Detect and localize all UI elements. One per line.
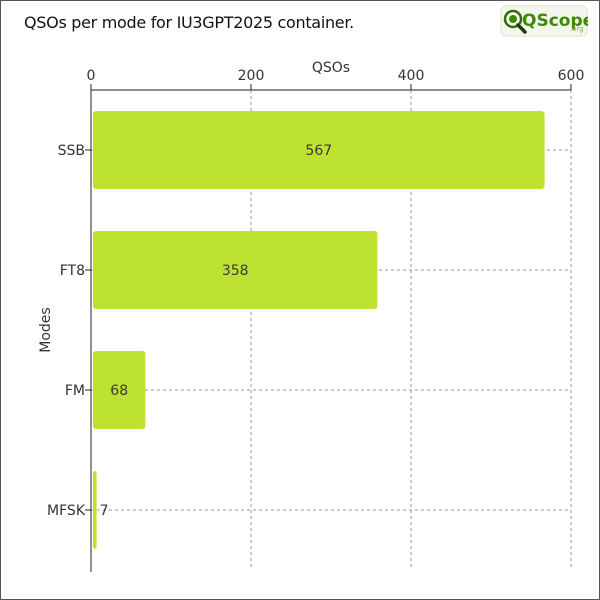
y-tick-label: MFSK [47, 503, 86, 519]
y-tick-label: FT8 [60, 263, 85, 279]
y-tick-label: FM [65, 383, 85, 399]
data-labels: 567 358 68 7 [100, 143, 333, 519]
data-label-ft8: 358 [222, 263, 249, 279]
x-axis-title: QSOs [312, 60, 350, 76]
logo-suffix: .org [570, 25, 584, 33]
data-label-fm: 68 [110, 383, 128, 399]
magnifier-icon [503, 9, 527, 34]
bar-ft8 [93, 231, 378, 309]
data-label-ssb: 567 [305, 143, 332, 159]
axes: 0 200 400 600 SSB FT8 FM MFSK [47, 68, 584, 572]
bar-ssb [93, 111, 545, 189]
x-tick-label: 0 [87, 68, 96, 84]
bars [93, 111, 545, 549]
data-label-mfsk: 7 [100, 503, 109, 519]
qscope-logo: QScope .org [500, 5, 588, 37]
bar-mfsk [93, 471, 97, 549]
y-tick-label: SSB [58, 143, 85, 159]
logo-text: QScope [522, 11, 588, 31]
x-tick-label: 200 [238, 68, 265, 84]
chart-title: QSOs per mode for IU3GPT2025 container. [24, 13, 354, 32]
y-axis-title: Modes [38, 307, 54, 352]
x-tick-label: 400 [398, 68, 425, 84]
x-tick-label: 600 [558, 68, 585, 84]
bar-fm [93, 351, 146, 429]
